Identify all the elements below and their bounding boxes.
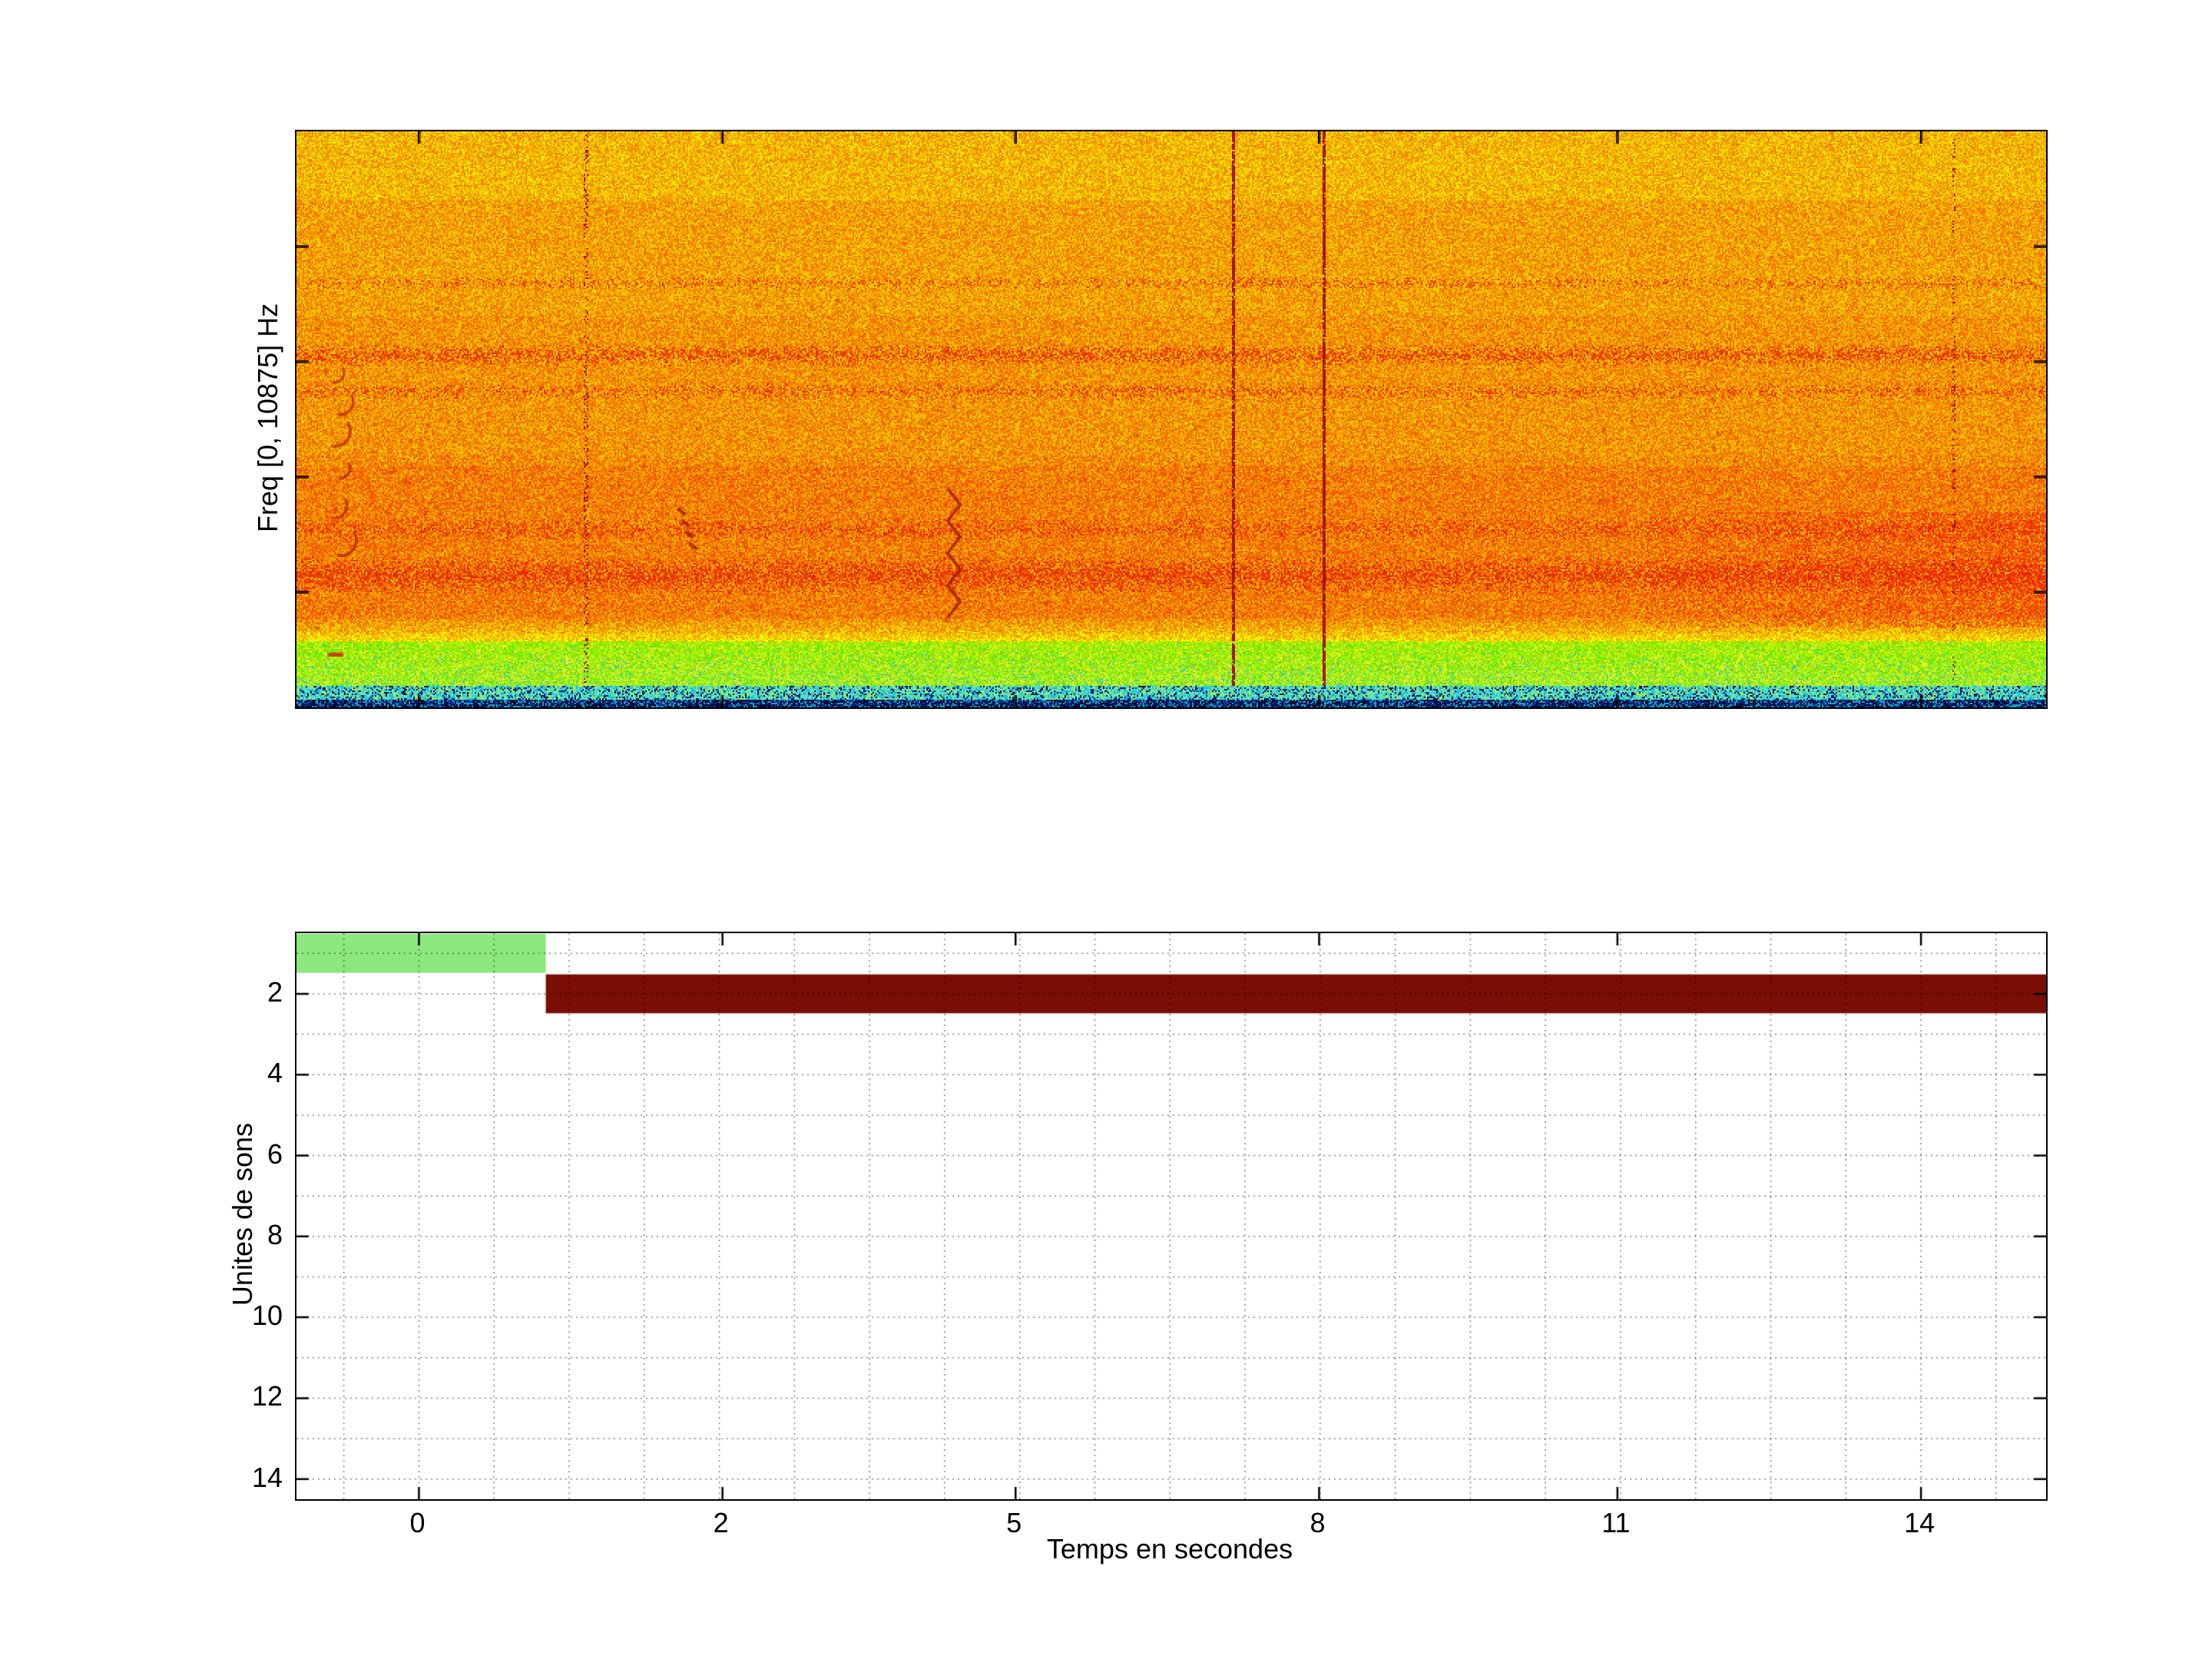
units-canvas — [296, 933, 2046, 1499]
units-plot-area — [295, 932, 2048, 1501]
spectrogram-ylabel: Freq [0, 10875] Hz — [252, 303, 283, 533]
spectrogram-canvas — [296, 131, 2046, 707]
y-tick-label-4: 4 — [267, 1057, 283, 1089]
units-ylabel: Unites de sons — [227, 1122, 258, 1306]
spectrogram-plot-area — [295, 130, 2048, 709]
y-tick-label-12: 12 — [251, 1380, 283, 1412]
x-tick-label-0: 0 — [409, 1507, 426, 1538]
x-tick-label-5: 5 — [1006, 1507, 1022, 1538]
y-tick-label-2: 2 — [267, 975, 283, 1008]
units-xlabel: Temps en secondes — [1046, 1533, 1293, 1565]
x-tick-label-2: 2 — [713, 1507, 729, 1538]
x-tick-label-8: 8 — [1310, 1507, 1326, 1538]
x-tick-label-11: 11 — [1601, 1507, 1631, 1538]
x-tick-label-14: 14 — [1904, 1507, 1936, 1538]
y-tick-label-14: 14 — [251, 1461, 283, 1493]
